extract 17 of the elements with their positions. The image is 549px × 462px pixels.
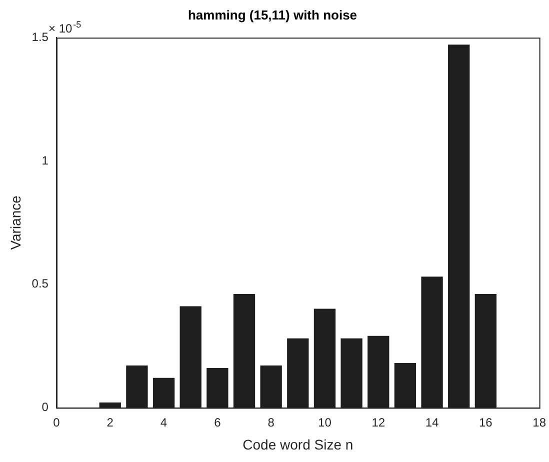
y-tick-label: 0 — [42, 400, 49, 414]
x-tick-label: 8 — [268, 415, 275, 430]
x-tick-label: 6 — [214, 415, 222, 430]
x-tick-label: 0 — [53, 415, 60, 430]
x-axis-title: Code word Size n — [242, 436, 354, 452]
x-tick-label: 16 — [478, 415, 493, 430]
x-tick-label: 18 — [532, 415, 546, 430]
chart-title: hamming (15,11) with noise — [188, 7, 358, 22]
x-tick-label: 10 — [318, 415, 332, 430]
y-tick-label: 1.5 — [32, 30, 49, 44]
y-tick-label: 1 — [42, 153, 49, 168]
x-tick-label: 4 — [160, 415, 168, 430]
y-tick-label: 0.5 — [32, 276, 49, 291]
x-tick-label: 14 — [425, 415, 440, 430]
x-tick-label: 2 — [106, 415, 114, 430]
x-tick-label: 12 — [372, 415, 386, 430]
y-axis-title: Variance — [7, 195, 24, 250]
